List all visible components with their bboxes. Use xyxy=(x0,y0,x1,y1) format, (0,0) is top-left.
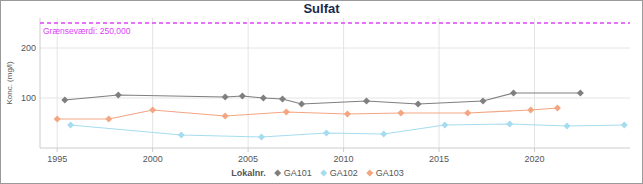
x-tick-label: 2015 xyxy=(429,154,449,164)
x-tick-label: 2000 xyxy=(143,154,163,164)
data-point xyxy=(344,111,351,118)
data-point xyxy=(115,92,122,99)
x-tick xyxy=(343,148,344,152)
data-point xyxy=(510,90,517,97)
x-grid-line xyxy=(343,18,344,148)
legend-label: GA103 xyxy=(376,168,404,178)
data-point xyxy=(323,130,330,137)
data-point xyxy=(415,101,422,108)
data-point xyxy=(464,110,471,117)
chart: Sulfat Konc. (mg/l) 1995 2000 2005 2010 2015 20… xyxy=(0,0,643,184)
data-point xyxy=(258,134,265,141)
y-tick-label: 100 xyxy=(21,93,36,103)
x-grid-line xyxy=(248,18,249,148)
legend-label: GA102 xyxy=(330,168,358,178)
threshold-label: Grænseværdi: 250,000 xyxy=(43,26,131,36)
x-tick-label: 2005 xyxy=(238,154,258,164)
x-tick-label: 2020 xyxy=(525,154,545,164)
data-point xyxy=(479,98,486,105)
legend-label: GA101 xyxy=(284,168,312,178)
y-axis-label: Konc. (mg/l) xyxy=(5,61,14,104)
legend-marker xyxy=(274,170,281,177)
series-line xyxy=(71,124,625,137)
data-point xyxy=(380,131,387,138)
data-point xyxy=(283,109,290,116)
y-grid-line xyxy=(40,48,630,49)
data-point xyxy=(239,93,246,100)
data-point xyxy=(222,113,229,120)
data-point xyxy=(397,110,404,117)
x-tick xyxy=(439,148,440,152)
y-grid-line xyxy=(40,98,630,99)
data-point xyxy=(298,101,305,108)
x-tick-label: 2010 xyxy=(334,154,354,164)
data-point xyxy=(61,97,68,104)
series-line xyxy=(65,93,581,104)
x-tick xyxy=(534,148,535,152)
x-grid-line xyxy=(57,18,58,148)
threshold-line xyxy=(40,22,630,24)
data-point xyxy=(506,121,513,128)
x-grid-line xyxy=(534,18,535,148)
data-point xyxy=(527,107,534,114)
data-point xyxy=(621,122,628,129)
legend: Lokalnr. GA101 GA102 GA103 xyxy=(231,168,404,178)
data-point xyxy=(441,122,448,129)
data-point xyxy=(222,94,229,101)
x-tick xyxy=(57,148,58,152)
plot-area xyxy=(40,23,630,141)
frame xyxy=(1,1,643,184)
data-point xyxy=(260,95,267,102)
x-axis-line xyxy=(40,148,630,149)
legend-title: Lokalnr. xyxy=(231,168,266,178)
data-point xyxy=(577,90,584,97)
data-point xyxy=(363,98,370,105)
data-point xyxy=(279,96,286,103)
data-point xyxy=(149,107,156,114)
data-point xyxy=(178,132,185,139)
data-point xyxy=(105,116,112,123)
legend-marker xyxy=(366,170,373,177)
title: Sulfat xyxy=(303,1,340,16)
x-grid-line xyxy=(152,18,153,148)
data-point xyxy=(67,122,74,129)
x-grid-line xyxy=(439,18,440,148)
y-tick-label: 200 xyxy=(21,43,36,53)
data-point xyxy=(554,105,561,112)
x-tick-label: 1995 xyxy=(47,154,67,164)
data-point xyxy=(563,123,570,130)
x-tick xyxy=(152,148,153,152)
series-line xyxy=(57,108,557,119)
x-tick xyxy=(248,148,249,152)
data-point xyxy=(54,116,61,123)
y-axis-line xyxy=(40,18,41,148)
legend-marker xyxy=(320,170,327,177)
